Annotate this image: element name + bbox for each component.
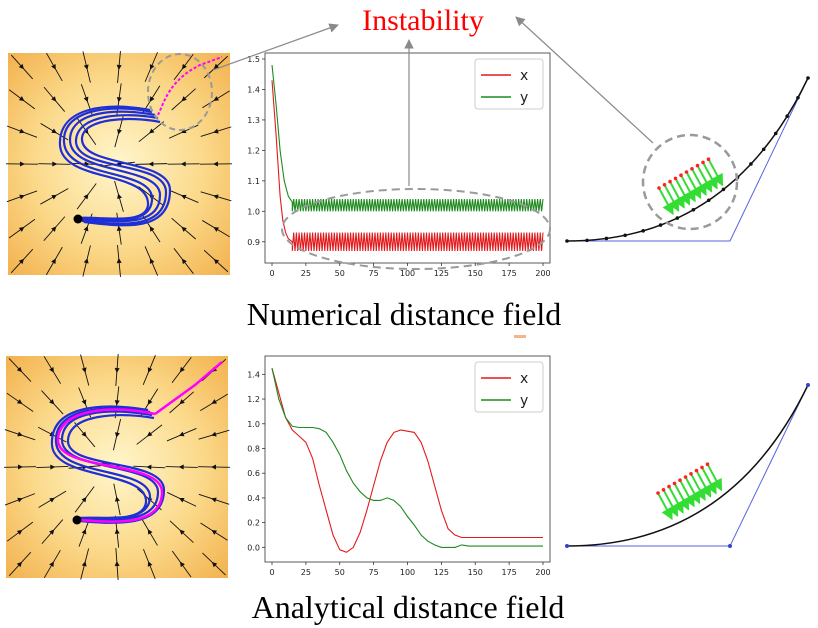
x-tick-label: 200 bbox=[535, 568, 550, 577]
curve-diagram-top bbox=[565, 76, 810, 243]
y-tick-label: 1.2 bbox=[247, 395, 260, 404]
small-mark bbox=[514, 335, 526, 338]
legend-box bbox=[474, 361, 544, 413]
y-tick-label: 0.2 bbox=[247, 519, 260, 528]
x-tick-label: 200 bbox=[535, 269, 550, 278]
reference-entry bbox=[154, 361, 223, 416]
unstable-segment bbox=[157, 56, 223, 116]
y-tick-label: 0.4 bbox=[247, 494, 260, 503]
legend-label-y: y bbox=[520, 393, 528, 409]
y-tick-label: 0.0 bbox=[247, 543, 260, 552]
y-tick-label: 1.0 bbox=[247, 207, 260, 216]
goal-point-bottom bbox=[72, 515, 82, 525]
vector-field-bottom bbox=[3, 354, 231, 580]
y-tick-label: 0.8 bbox=[247, 444, 260, 453]
x-tick-label: 25 bbox=[301, 568, 311, 577]
instability-circle-chart bbox=[281, 188, 551, 270]
x-tick-label: 175 bbox=[501, 568, 516, 577]
y-tick-label: 1.4 bbox=[247, 370, 260, 379]
legend-label-y: y bbox=[520, 90, 528, 106]
x-tick-label: 0 bbox=[269, 568, 274, 577]
x-tick-label: 150 bbox=[468, 568, 483, 577]
series-line-y bbox=[271, 368, 543, 548]
series-line-y bbox=[271, 65, 544, 212]
y-tick-label: 1.1 bbox=[247, 177, 260, 186]
chart-numerical: 0 25 50 75 100 125 150 175 200 0.9 1.0 1.1 1.2 1.3 1.4… bbox=[247, 52, 551, 278]
y-tick-label: 1.2 bbox=[247, 146, 260, 155]
instability-circle-curve bbox=[641, 133, 739, 231]
x-tick-label: 125 bbox=[434, 269, 449, 278]
y-tick-label: 1.5 bbox=[247, 55, 260, 64]
numerical-caption: Numerical distance field bbox=[247, 296, 562, 332]
legend-box bbox=[474, 58, 544, 110]
y-tick-label: 0.6 bbox=[247, 469, 260, 478]
y-tick-label: 1.4 bbox=[247, 85, 260, 94]
x-tick-label: 75 bbox=[369, 269, 379, 278]
x-tick-label: 50 bbox=[335, 269, 345, 278]
instability-pointers bbox=[212, 16, 654, 186]
x-tick-label: 75 bbox=[369, 568, 379, 577]
legend-label-x: x bbox=[520, 371, 528, 387]
x-tick-label: 175 bbox=[501, 269, 516, 278]
y-tick-label: 1.3 bbox=[247, 116, 260, 125]
analytical-caption: Analytical distance field bbox=[252, 589, 565, 625]
goal-point bbox=[73, 214, 83, 224]
y-tick-label: 0.9 bbox=[247, 238, 260, 247]
x-tick-label: 25 bbox=[301, 269, 311, 278]
chart-analytical: 0 25 50 75 100 125 150 175 200 0.0 0.2 0.4 0.6 0.8 1.0… bbox=[247, 355, 551, 577]
x-tick-label: 125 bbox=[434, 568, 449, 577]
x-tick-label: 0 bbox=[269, 269, 274, 278]
reference-path bbox=[56, 408, 164, 523]
y-tick-label: 1.0 bbox=[247, 420, 260, 429]
x-tick-label: 50 bbox=[335, 568, 345, 577]
vector-field-top bbox=[5, 51, 233, 277]
x-tick-label: 150 bbox=[468, 269, 483, 278]
legend-label-x: x bbox=[520, 68, 528, 84]
instability-label: Instability bbox=[362, 4, 484, 37]
instability-circle-field bbox=[147, 53, 213, 131]
series-line-x bbox=[271, 80, 544, 251]
series-line-x bbox=[271, 368, 543, 553]
x-tick-label: 100 bbox=[400, 269, 415, 278]
curve-diagram-bottom bbox=[565, 383, 810, 548]
trajectory-bundle bbox=[58, 105, 172, 227]
x-tick-label: 100 bbox=[400, 568, 415, 577]
